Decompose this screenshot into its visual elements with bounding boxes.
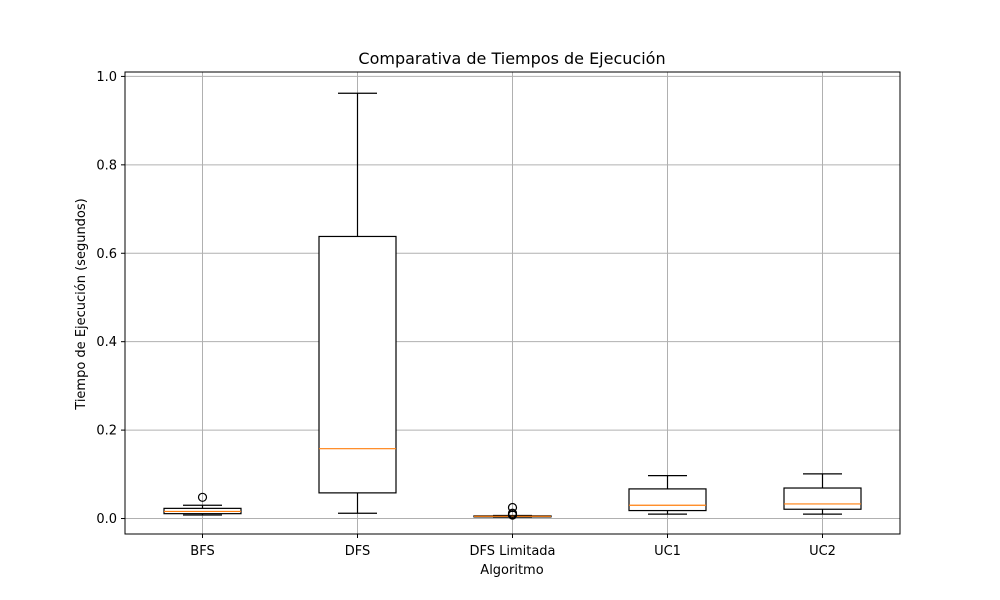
x-tick-label: BFS [190,544,214,559]
box-dfs-limitada [473,502,552,520]
x-tick-label: DFS [345,544,371,559]
iqr-box [783,487,862,510]
box-uc2 [783,473,862,515]
chart-title: Comparativa de Tiempos de Ejecución [358,49,665,68]
x-tick-label: DFS Limitada [469,544,555,559]
x-tick-label: UC2 [809,544,836,559]
y-ticks: 0.0 0.2 0.4 0.6 0.8 1.0 [96,70,125,527]
y-tick-label: 0.6 [96,247,117,262]
box-uc1 [628,475,707,515]
outlier-point [197,492,208,502]
grid-lines [125,72,900,534]
outlier-point [507,510,518,520]
boxes [163,92,862,520]
y-tick-label: 0.2 [96,424,117,439]
y-tick-label: 0.4 [96,335,117,350]
box-dfs [318,92,397,514]
iqr-box [628,488,707,512]
y-tick-label: 0.8 [96,158,117,173]
iqr-box [318,235,397,494]
x-ticks: BFS DFS DFS Limitada UC1 UC2 [190,534,836,559]
y-axis-label: Tiempo de Ejecución (segundos) [74,198,89,410]
box-bfs [163,492,242,516]
x-tick-label: UC1 [654,544,681,559]
y-tick-label: 0.0 [96,512,117,527]
y-tick-label: 1.0 [96,70,117,85]
x-axis-label: Algoritmo [480,563,543,578]
